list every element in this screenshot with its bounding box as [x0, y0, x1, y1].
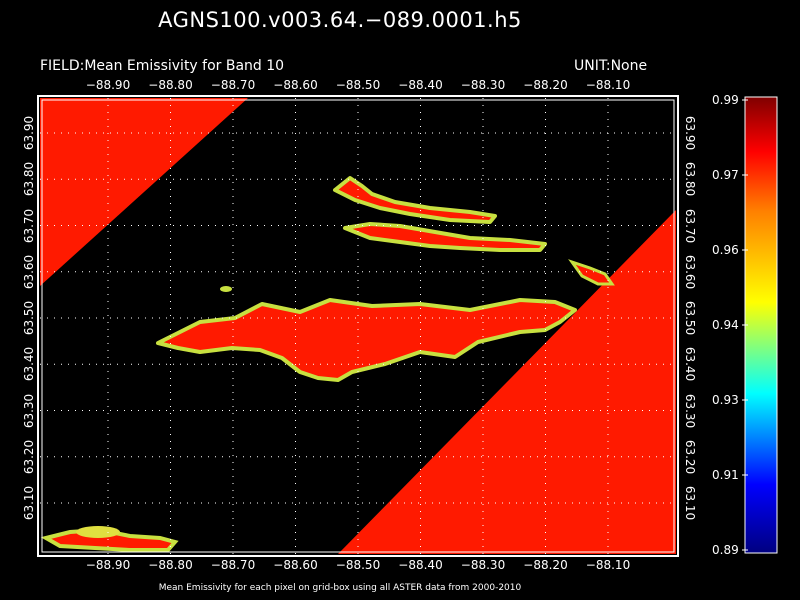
swath-right	[338, 210, 676, 554]
lon-tick-label: −88.50	[335, 558, 381, 572]
lon-tick-label: −88.20	[523, 558, 568, 572]
colorbar-tick-label: 0.96	[712, 243, 739, 257]
lat-tick-label: 63.20	[22, 439, 36, 474]
island-north-1	[333, 176, 497, 224]
lon-tick-label: −88.40	[398, 78, 443, 92]
colorbar-tick-label: 0.97	[712, 168, 739, 182]
lat-tick-label: 63.60	[22, 254, 36, 289]
lon-tick-label: −88.30	[460, 78, 506, 92]
lon-tick-label: −88.80	[148, 558, 193, 572]
lat-tick-label: 63.10	[22, 485, 36, 521]
lon-tick-label: −88.10	[585, 78, 631, 92]
island-south-yellow	[76, 526, 120, 538]
lat-tick-label: 63.40	[683, 347, 697, 382]
lat-tick-label: 63.70	[22, 208, 36, 243]
lat-tick-label: 63.80	[22, 162, 36, 197]
lat-tick-label: 63.30	[683, 393, 697, 428]
island-central	[156, 298, 577, 382]
colorbar-tick-label: 0.91	[712, 468, 739, 482]
lon-tick-label: −88.90	[85, 78, 131, 92]
colorbar-tick-label: 0.99	[712, 93, 739, 107]
colorbar-ticks	[742, 99, 748, 551]
lat-tick-label: 63.90	[22, 115, 36, 151]
lon-tick-label: −88.80	[148, 78, 193, 92]
lat-tick-label: 63.70	[683, 208, 697, 243]
lat-tick-label: 63.90	[683, 115, 697, 151]
lat-tick-label: 63.20	[683, 439, 697, 474]
lon-tick-label: −88.50	[335, 78, 381, 92]
island-east	[568, 259, 615, 286]
lat-tick-label: 63.50	[683, 300, 697, 336]
lon-tick-label: −88.70	[210, 558, 256, 572]
lon-tick-label: −88.30	[460, 558, 506, 572]
lon-tick-label: −88.10	[585, 558, 631, 572]
colorbar	[744, 96, 778, 554]
swath-top-left	[40, 98, 248, 286]
lon-tick-label: −88.20	[523, 78, 568, 92]
emissivity-map	[40, 98, 676, 554]
lat-tick-label: 63.30	[22, 393, 36, 428]
graticule	[40, 98, 676, 554]
lon-tick-label: −88.60	[273, 78, 318, 92]
lon-tick-label: −88.40	[398, 558, 443, 572]
field-label: FIELD:Mean Emissivity for Band 10	[40, 58, 285, 74]
lat-tick-label: 63.40	[22, 347, 36, 382]
lat-tick-label: 63.80	[683, 162, 697, 197]
unit-label: UNIT:None	[574, 58, 648, 74]
colorbar-tick-label: 0.94	[712, 318, 739, 332]
island-tiny	[220, 286, 232, 292]
lon-tick-label: −88.60	[273, 558, 318, 572]
lat-tick-label: 63.10	[683, 485, 697, 521]
map-frame	[37, 95, 679, 557]
lon-tick-label: −88.90	[85, 558, 131, 572]
lon-tick-label: −88.70	[210, 78, 256, 92]
lat-tick-label: 63.60	[683, 254, 697, 289]
footer-note: Mean Emissivity for each pixel on grid-b…	[158, 583, 522, 593]
lat-tick-label: 63.50	[22, 300, 36, 336]
colorbar-tick-label: 0.89	[712, 543, 739, 557]
colorbar-tick-label: 0.93	[712, 393, 739, 407]
map-title: AGNS100.v003.64.−089.0001.h5	[158, 8, 522, 32]
island-north-2	[343, 222, 547, 252]
